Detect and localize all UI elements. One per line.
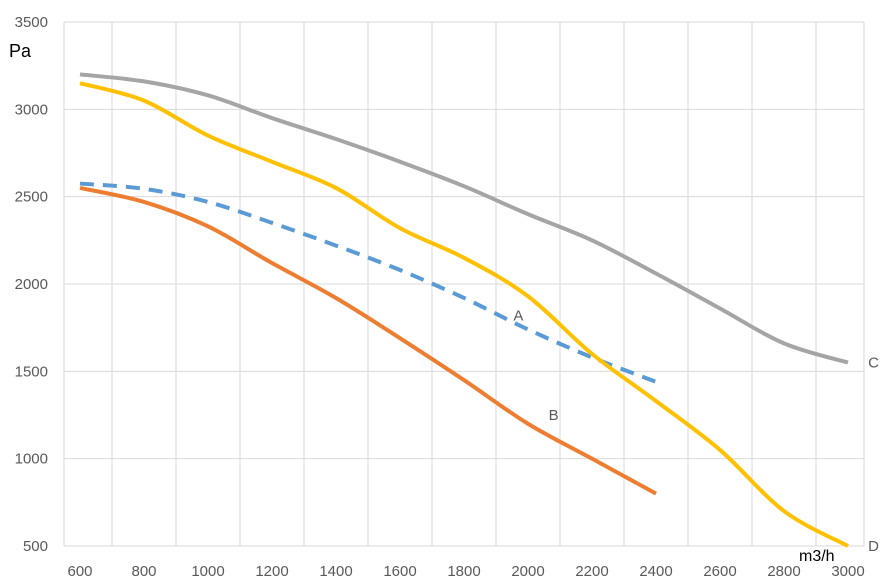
series-line-d [79,81,849,548]
x-tick-label: 2800 [767,563,800,580]
series-label-b: B [549,407,559,424]
x-tick-label: 2600 [703,563,736,580]
x-tick-label: 2000 [511,563,544,580]
y-tick-label: 1500 [15,363,48,380]
x-tick-label: 1800 [447,563,480,580]
y-tick-label: 500 [23,538,48,555]
series-line-c [79,72,849,365]
chart-grid [63,21,865,547]
y-tick-label: 1000 [15,451,48,468]
x-tick-label: 600 [67,563,92,580]
x-tick-label: 2400 [639,563,672,580]
x-axis-label: m3/h [799,548,835,565]
y-axis-label: Pa [9,41,32,61]
series-label-d: D [868,538,879,555]
chart-series [79,72,849,548]
series-labels: A B C D [513,307,879,555]
y-tick-label: 3000 [15,101,48,118]
x-axis-ticks: 600 800 1000 1200 1400 1600 1800 2000 2200 2400 26… [67,563,864,580]
y-tick-label: 2500 [15,189,48,206]
series-line-b [79,185,657,496]
series-label-c: C [868,355,879,372]
series-label-a: A [513,307,523,324]
y-tick-label: 2000 [15,276,48,293]
y-tick-label: 3500 [15,14,48,31]
x-tick-label: 1400 [319,563,352,580]
x-tick-label: 800 [131,563,156,580]
x-tick-label: 3000 [831,563,864,580]
y-axis-ticks: 500 1000 1500 2000 2500 3000 3500 [15,14,48,555]
x-tick-label: 1200 [255,563,288,580]
x-tick-label: 1600 [383,563,416,580]
x-tick-label: 1000 [191,563,224,580]
series-line-a [79,181,657,384]
x-tick-label: 2200 [575,563,608,580]
